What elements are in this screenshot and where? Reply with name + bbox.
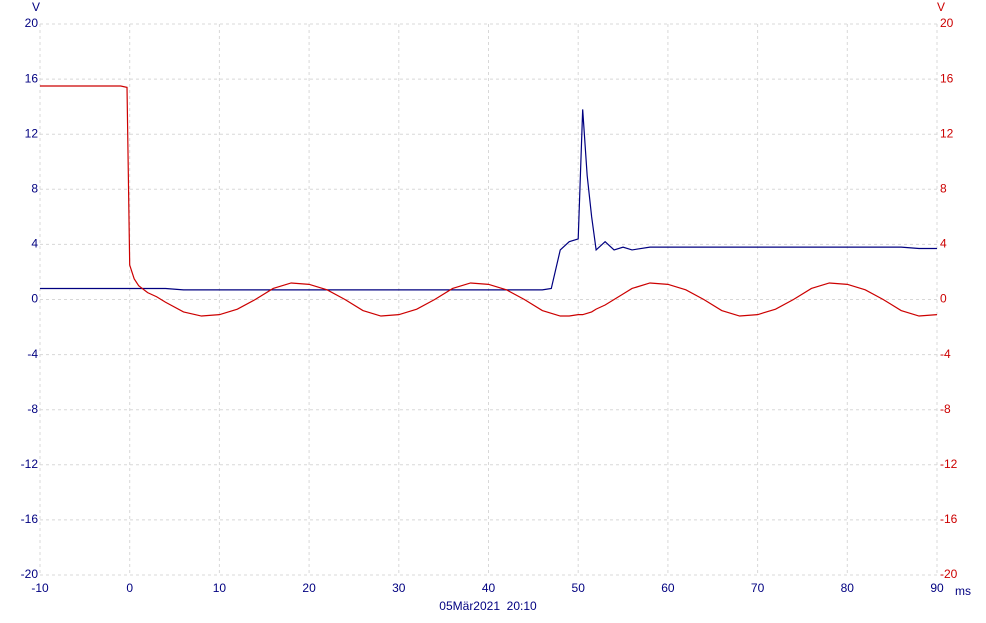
x-tick-label: 0	[126, 581, 133, 595]
x-tick-label: 80	[841, 581, 855, 595]
y-tick-label: 4	[31, 237, 38, 251]
y2-tick-label: -20	[940, 567, 958, 581]
y2-tick-label: -8	[940, 402, 951, 416]
x-tick-label: 50	[572, 581, 586, 595]
y-tick-label: -20	[21, 567, 39, 581]
x-tick-label: 10	[213, 581, 227, 595]
y2-tick-label: -12	[940, 457, 958, 471]
y-tick-label: 12	[25, 126, 39, 140]
y2-tick-label: 4	[940, 237, 947, 251]
signal-line	[40, 109, 937, 291]
y2-tick-label: 20	[940, 16, 954, 30]
y2-tick-label: 12	[940, 126, 954, 140]
y-tick-label: -4	[27, 347, 38, 361]
y2-tick-label: -4	[940, 347, 951, 361]
timestamp: 05Mär2021 20:10	[439, 599, 537, 613]
y-tick-label: 8	[31, 181, 38, 195]
y-tick-label: 0	[31, 292, 38, 306]
x-tick-label: -10	[31, 581, 49, 595]
y2-tick-label: 0	[940, 292, 947, 306]
y2-tick-label: 8	[940, 181, 947, 195]
x-tick-label: 20	[302, 581, 316, 595]
y-unit: V	[32, 0, 40, 14]
y2-tick-label: 16	[940, 71, 954, 85]
y-tick-label: 20	[25, 16, 39, 30]
signal-line	[40, 85, 938, 317]
y-tick-label: -8	[27, 402, 38, 416]
x-tick-label: 40	[482, 581, 496, 595]
y2-unit: V	[937, 0, 945, 14]
x-tick-label: 30	[392, 581, 406, 595]
x-tick-label: 70	[751, 581, 765, 595]
y-tick-label: -16	[21, 512, 39, 526]
y-tick-label: 16	[25, 71, 39, 85]
y2-tick-label: -16	[940, 512, 958, 526]
x-tick-label: 60	[661, 581, 675, 595]
y-tick-label: -12	[21, 457, 39, 471]
x-unit: ms	[955, 584, 971, 598]
x-tick-label: 90	[930, 581, 944, 595]
